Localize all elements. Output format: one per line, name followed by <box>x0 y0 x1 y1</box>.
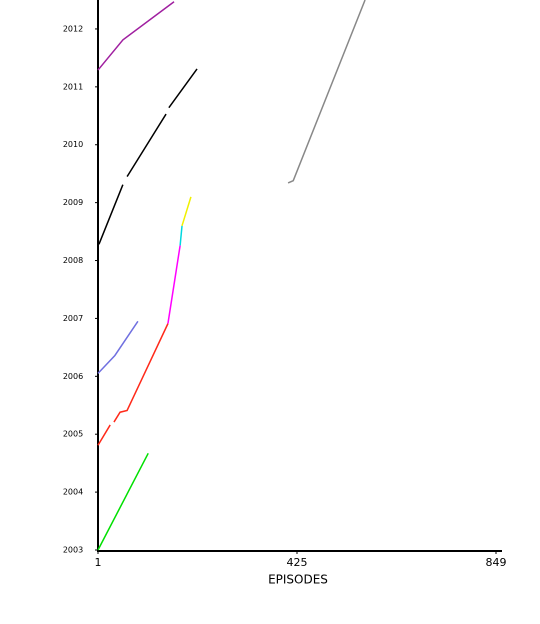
y-tick-label: 2010 <box>63 140 83 149</box>
x-tick-label: 425 <box>287 556 308 569</box>
x-tick-label: 849 <box>486 556 507 569</box>
y-tick-label: 2011 <box>63 82 83 91</box>
x-tick-label: 1 <box>95 556 102 569</box>
y-tick-label: 2012 <box>63 24 83 33</box>
y-tick-label: 2005 <box>63 430 83 439</box>
series-line <box>287 0 366 184</box>
series-line <box>179 225 183 246</box>
y-tick-label: 2006 <box>63 372 83 381</box>
series-line <box>97 452 149 551</box>
series-line <box>167 245 181 324</box>
series-line <box>98 68 198 245</box>
series-line <box>97 1 175 71</box>
y-tick-label: 2003 <box>63 546 83 555</box>
y-tick-label: 2004 <box>63 488 83 497</box>
y-tick-label: 2008 <box>63 256 83 265</box>
y-tick-label: 2009 <box>63 198 83 207</box>
series-line <box>181 196 192 227</box>
x-axis-label: EPISODES <box>268 573 328 587</box>
series-line <box>97 320 139 374</box>
series-line <box>97 323 169 446</box>
y-tick-label: 2007 <box>63 314 83 323</box>
